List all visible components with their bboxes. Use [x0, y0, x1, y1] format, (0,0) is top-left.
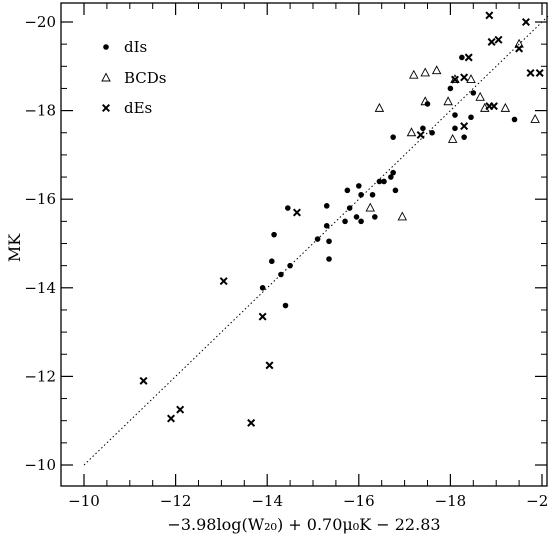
dis-data-point — [285, 205, 291, 211]
x-tick-label: −16 — [343, 492, 375, 510]
y-axis-label: MK — [5, 233, 24, 262]
bcds-data-point — [420, 96, 430, 106]
y-tick-label: −16 — [24, 190, 56, 208]
des-data-point — [526, 68, 535, 77]
dis-data-point — [346, 205, 353, 211]
dis-data-point — [278, 271, 284, 278]
bcds-data-point — [374, 102, 385, 112]
dis-data-point — [376, 178, 383, 185]
dis-data-point — [452, 112, 458, 118]
legend-label-dis: dIs — [124, 38, 147, 56]
des-data-point — [489, 102, 498, 111]
des-data-point — [535, 68, 544, 77]
x-tick-label: −18 — [435, 492, 467, 510]
bcds-data-point — [365, 202, 375, 212]
dis-data-point — [358, 191, 364, 198]
dis-data-point — [388, 174, 394, 180]
dis-data-point — [268, 258, 275, 265]
dis-data-point — [326, 238, 332, 245]
dis-data-point — [282, 302, 289, 309]
dis-data-point — [447, 85, 454, 92]
bcds-data-point — [397, 211, 408, 221]
des-data-point — [258, 312, 267, 321]
bcds-data-point — [447, 133, 458, 143]
des-data-point — [464, 53, 473, 62]
legend-label-bcds: BCDs — [124, 69, 167, 87]
y-tick-label: −12 — [24, 367, 56, 385]
plot-frame — [60, 2, 548, 487]
des-data-point — [219, 277, 228, 286]
dis-data-point — [511, 116, 518, 123]
x-tick-label: −20 — [526, 492, 549, 510]
dis-data-point — [390, 134, 396, 140]
des-data-point — [460, 122, 469, 131]
des-data-point — [265, 361, 274, 370]
y-tick-label: −18 — [24, 102, 56, 120]
dis-data-point — [287, 262, 293, 269]
dis-data-point — [392, 187, 399, 194]
x-tick-label: −12 — [160, 492, 192, 510]
dis-data-point — [429, 129, 435, 136]
des-data-point — [450, 75, 459, 84]
des-data-point — [515, 44, 524, 53]
dis-data-point — [468, 114, 474, 121]
bcds-data-point — [514, 38, 524, 48]
legend: dIs BCDs dEs — [101, 38, 167, 117]
dis-data-point — [420, 125, 426, 132]
legend-marker-des — [101, 103, 111, 113]
dis-data-point — [314, 236, 321, 242]
bcds-data-point — [500, 102, 511, 112]
des-data-point — [460, 73, 469, 82]
x-tick-label: −14 — [251, 492, 283, 510]
dis-data-point — [381, 178, 387, 185]
bcds-data-point — [406, 127, 417, 137]
bcds-data-point — [530, 114, 540, 123]
bcds-data-point — [420, 67, 430, 77]
dis-data-point — [424, 101, 431, 107]
dis-data-point — [353, 214, 360, 220]
des-data-point — [247, 418, 256, 427]
y-tick-label: −14 — [24, 279, 56, 297]
x-axis-label: −3.98log(W₂₀) + 0.70μ₀K − 22.83 — [167, 515, 440, 534]
x-tick-label: −10 — [68, 492, 100, 510]
legend-marker-bcds — [101, 72, 111, 82]
bcds-data-point — [443, 96, 453, 106]
bcds-data-point — [409, 69, 419, 79]
dis-data-point — [358, 218, 364, 225]
dis-data-point — [259, 285, 266, 291]
dis-data-point — [326, 256, 332, 262]
dis-data-point — [470, 90, 477, 96]
legend-label-des: dEs — [124, 99, 152, 117]
des-data-point — [167, 414, 176, 423]
y-tick-label: −20 — [24, 13, 56, 31]
dis-data-point — [344, 187, 351, 194]
dis-data-point — [459, 54, 465, 61]
dis-data-point — [323, 203, 330, 209]
dis-data-point — [356, 183, 362, 189]
des-data-point — [139, 376, 148, 385]
data-points — [139, 11, 544, 427]
bcds-data-point — [466, 74, 476, 84]
dis-data-point — [461, 134, 467, 140]
dis-data-point — [372, 214, 378, 220]
dis-data-point — [452, 125, 458, 132]
bcds-data-point — [475, 91, 485, 101]
des-data-point — [176, 405, 185, 414]
des-data-point — [416, 130, 425, 139]
des-data-point — [292, 208, 301, 217]
dis-data-point — [369, 191, 376, 198]
axis-ticks: −10 −12 −14 −16 −18 −20 −10 −12 −14 −16 −18 −20 — [24, 3, 549, 510]
dis-data-point — [271, 231, 277, 238]
des-data-point — [521, 17, 530, 27]
bcds-data-point — [431, 65, 442, 75]
dis-data-point — [390, 169, 396, 176]
y-tick-label: −10 — [24, 456, 56, 474]
des-data-point — [487, 37, 496, 46]
dis-data-point — [342, 218, 348, 225]
legend-marker-dis — [103, 44, 109, 50]
dis-data-point — [323, 222, 330, 229]
des-data-point — [485, 11, 494, 20]
des-data-point — [494, 35, 503, 44]
